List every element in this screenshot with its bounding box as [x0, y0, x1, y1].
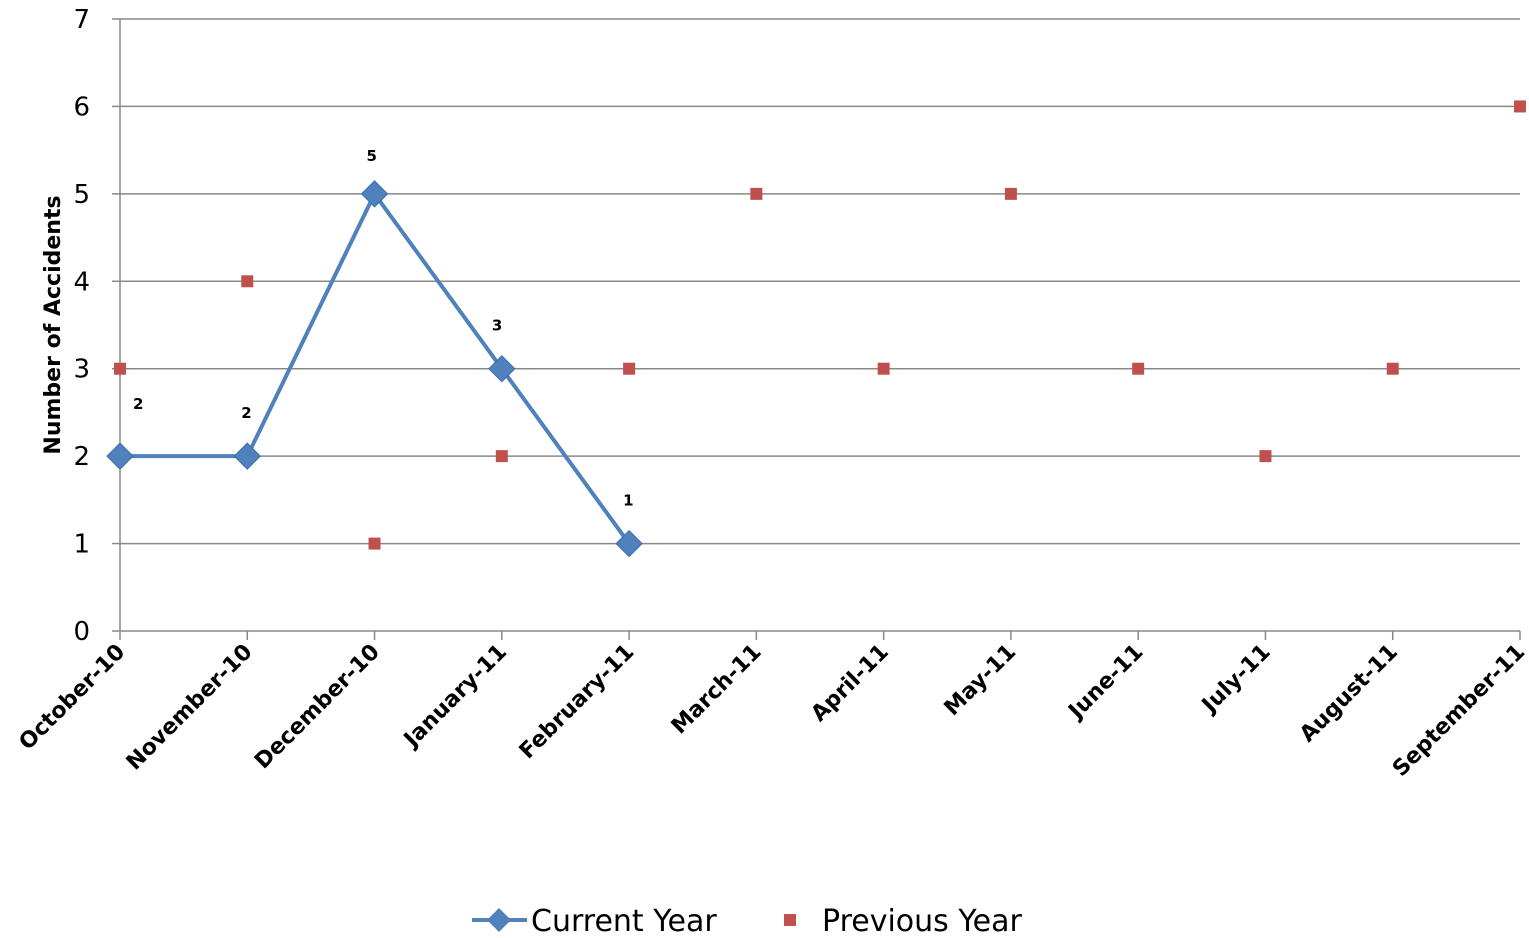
current-year-point	[233, 442, 261, 470]
current-year-series	[106, 180, 643, 558]
y-tick-label: 4	[73, 267, 90, 297]
current-year-data-label: 5	[367, 147, 377, 165]
previous-year-point	[1259, 450, 1272, 463]
previous-year-point	[114, 362, 126, 375]
previous-year-series	[114, 100, 1526, 550]
previous-year-point	[623, 362, 636, 375]
axes	[112, 18, 1521, 640]
legend-previous-year-marker	[784, 914, 796, 926]
previous-year-point	[877, 362, 890, 375]
x-tick-label: April-11	[807, 640, 894, 727]
previous-year-point	[368, 537, 381, 550]
legend-current-year-marker	[487, 908, 511, 932]
previous-year-point	[1386, 362, 1399, 375]
previous-year-point	[1004, 187, 1017, 200]
previous-year-point	[241, 275, 254, 288]
y-tick-label: 3	[73, 355, 90, 385]
current-year-point	[106, 442, 134, 470]
y-axis-label: Number of Accidents	[41, 195, 66, 454]
x-tick-label: January-11	[398, 640, 512, 754]
y-tick-label: 0	[73, 617, 90, 647]
current-year-point	[360, 180, 389, 208]
x-tick-label: November-10	[122, 640, 258, 776]
gridlines	[120, 18, 1520, 545]
y-tick-label: 7	[73, 5, 90, 35]
previous-year-point	[1132, 362, 1145, 375]
current-year-data-label: 2	[133, 395, 143, 413]
previous-year-point	[1514, 100, 1526, 113]
y-tick-labels: 0 1 2 3 4 5 6 7	[73, 5, 90, 647]
x-tick-label: June-11	[1063, 640, 1149, 726]
y-tick-label: 1	[73, 530, 90, 560]
y-tick-label: 5	[73, 180, 90, 210]
previous-year-point	[750, 187, 763, 200]
x-tick-label: July-11	[1196, 640, 1276, 720]
x-tick-label: October-10	[15, 640, 131, 756]
y-tick-label: 2	[73, 442, 90, 472]
legend: Current Year Previous Year	[472, 904, 1023, 938]
x-tick-label: March-11	[667, 640, 767, 740]
current-year-data-label: 2	[241, 404, 251, 422]
data-labels: 2 2 5 3 1	[133, 147, 634, 510]
current-year-point	[488, 355, 516, 383]
current-year-point	[615, 529, 643, 558]
x-tick-label: August-11	[1295, 640, 1403, 748]
legend-current-year-label: Current Year	[531, 904, 717, 938]
x-tick-label: September-11	[1388, 640, 1529, 782]
current-year-data-label: 1	[623, 492, 633, 510]
current-year-data-label: 3	[492, 317, 502, 335]
legend-previous-year-label: Previous Year	[822, 904, 1023, 938]
previous-year-point	[495, 450, 508, 463]
x-tick-label: May-11	[940, 640, 1021, 721]
x-tick-label: February-11	[515, 640, 640, 765]
y-tick-label: 6	[73, 92, 90, 122]
x-tick-label: December-10	[250, 640, 385, 775]
